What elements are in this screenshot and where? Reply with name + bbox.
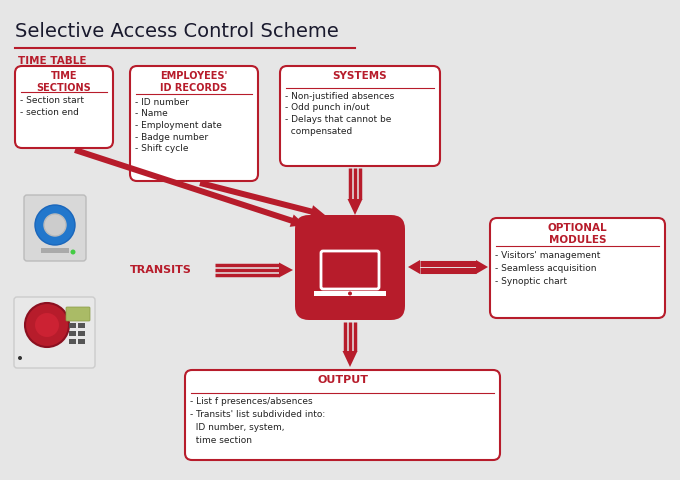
Text: - Non-justified absences: - Non-justified absences — [285, 92, 394, 101]
Text: OPTIONAL
MODULES: OPTIONAL MODULES — [547, 223, 607, 245]
Bar — [69, 339, 76, 344]
Text: Selective Access Control Scheme: Selective Access Control Scheme — [15, 22, 339, 41]
Text: TIME TABLE: TIME TABLE — [18, 56, 86, 66]
Bar — [78, 331, 85, 336]
Text: - Odd punch in/out: - Odd punch in/out — [285, 104, 370, 112]
Polygon shape — [279, 263, 293, 277]
Text: SYSTEMS: SYSTEMS — [333, 71, 388, 81]
FancyBboxPatch shape — [280, 66, 440, 166]
Text: time section: time section — [190, 436, 252, 445]
Text: - Seamless acquisition: - Seamless acquisition — [495, 264, 596, 273]
Circle shape — [18, 356, 22, 360]
FancyBboxPatch shape — [66, 307, 90, 321]
Text: - Badge number: - Badge number — [135, 132, 208, 142]
Polygon shape — [476, 260, 488, 274]
Text: - List f presences/absences: - List f presences/absences — [190, 397, 313, 406]
FancyBboxPatch shape — [14, 297, 95, 368]
Text: - ID number: - ID number — [135, 98, 189, 107]
Text: EMPLOYEES'
ID RECORDS: EMPLOYEES' ID RECORDS — [160, 71, 228, 93]
Bar — [41, 248, 69, 253]
Text: OUTPUT: OUTPUT — [317, 375, 368, 385]
Text: - section end: - section end — [20, 108, 79, 117]
Circle shape — [44, 214, 66, 236]
Circle shape — [348, 291, 352, 296]
Circle shape — [35, 205, 75, 245]
Circle shape — [25, 303, 69, 347]
Polygon shape — [74, 147, 305, 227]
Text: - Delays that cannot be: - Delays that cannot be — [285, 115, 392, 124]
Text: - Visitors' management: - Visitors' management — [495, 251, 600, 260]
Polygon shape — [343, 351, 358, 367]
Text: TIME
SECTIONS: TIME SECTIONS — [37, 71, 91, 93]
Polygon shape — [408, 260, 420, 274]
Polygon shape — [199, 180, 325, 218]
Text: - Transits' list subdivided into:: - Transits' list subdivided into: — [190, 410, 325, 419]
Circle shape — [35, 313, 59, 337]
Text: - Shift cycle: - Shift cycle — [135, 144, 188, 153]
FancyBboxPatch shape — [130, 66, 258, 181]
FancyBboxPatch shape — [185, 370, 500, 460]
Text: TRANSITS: TRANSITS — [130, 265, 192, 275]
FancyBboxPatch shape — [490, 218, 665, 318]
FancyBboxPatch shape — [24, 195, 86, 261]
Text: - Name: - Name — [135, 109, 168, 119]
Bar — [314, 291, 386, 296]
Text: - Section start: - Section start — [20, 96, 84, 105]
Text: compensated: compensated — [285, 127, 352, 135]
FancyBboxPatch shape — [15, 66, 113, 148]
Bar — [69, 331, 76, 336]
Text: - Employment date: - Employment date — [135, 121, 222, 130]
Text: - Synoptic chart: - Synoptic chart — [495, 277, 567, 286]
FancyBboxPatch shape — [295, 215, 405, 320]
Circle shape — [71, 250, 75, 254]
Text: ID number, system,: ID number, system, — [190, 423, 284, 432]
Bar — [69, 323, 76, 328]
Polygon shape — [347, 199, 362, 215]
Bar — [78, 323, 85, 328]
Bar — [78, 339, 85, 344]
FancyBboxPatch shape — [321, 251, 379, 289]
